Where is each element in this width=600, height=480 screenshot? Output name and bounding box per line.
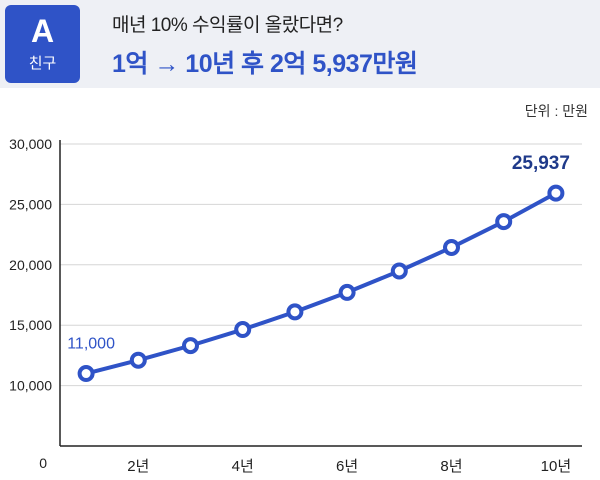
- series-line: [84, 191, 558, 376]
- unit-label: 단위 : 만원: [524, 103, 588, 119]
- x-tick-label-4: 10년: [541, 458, 572, 475]
- y-tick-label-3: 20,000: [9, 257, 52, 273]
- answer-text: 1억 → 10년 후 2억 5,937만원: [112, 50, 418, 78]
- data-label-2: 25,937: [512, 153, 570, 174]
- data-point-6: [338, 283, 356, 301]
- data-point-4: [234, 321, 252, 339]
- question-text: 매년 10% 수익률이 올랐다면?: [112, 15, 343, 36]
- x-tick-label-3: 8년: [440, 458, 462, 475]
- data-point-5: [286, 303, 304, 321]
- data-point-10: [547, 184, 565, 202]
- y-tick-label-0: 0: [39, 455, 47, 471]
- data-label-1: 11,000: [67, 336, 115, 353]
- data-point-8: [443, 238, 460, 256]
- badge-label: 친구: [28, 55, 57, 72]
- badge-letter: A: [30, 13, 55, 49]
- x-tick-label-2: 6년: [336, 458, 358, 475]
- badge: A 친구: [5, 5, 80, 83]
- data-point-2: [129, 351, 147, 369]
- x-tick-label-1: 4년: [232, 458, 254, 475]
- y-tick-label-4: 25,000: [9, 196, 52, 212]
- y-tick-label-2: 15,000: [9, 317, 52, 333]
- data-point-9: [495, 213, 513, 231]
- data-point-1: [77, 365, 95, 383]
- y-tick-label-5: 30,000: [9, 136, 52, 152]
- header-band: [0, 0, 600, 88]
- data-point-3: [182, 337, 199, 355]
- data-point-7: [390, 262, 408, 280]
- y-tick-label-1: 10,000: [9, 378, 52, 394]
- x-tick-label-0: 2년: [127, 458, 149, 475]
